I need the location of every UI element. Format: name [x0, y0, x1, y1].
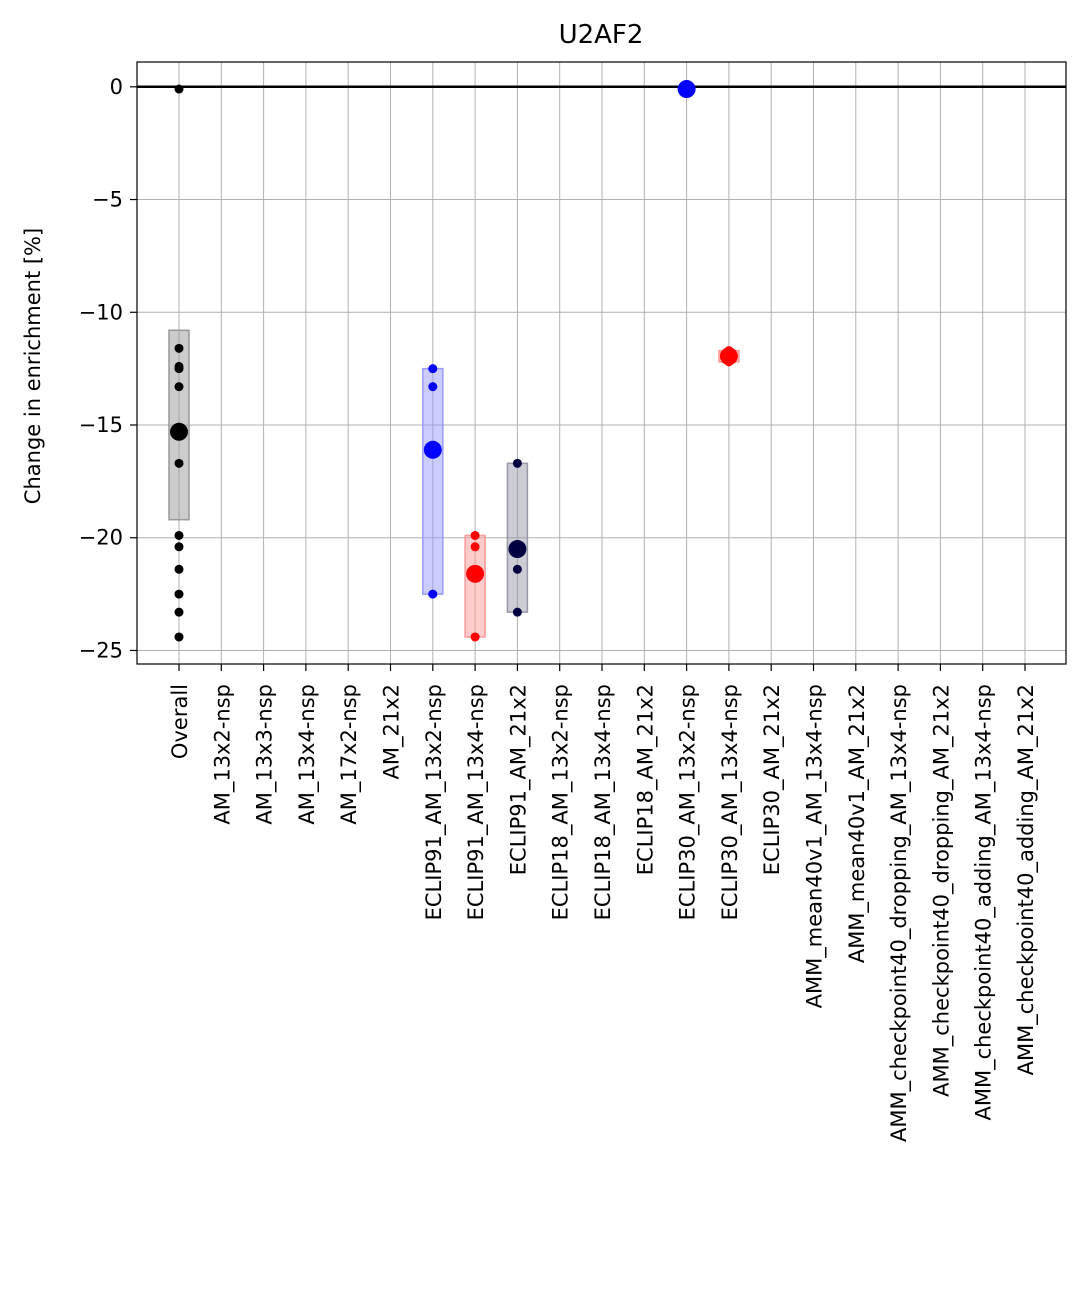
x-tick-label: ECLIP30_AM_21x2 [760, 684, 785, 875]
data-point [174, 530, 184, 540]
mean-point [170, 422, 188, 441]
x-axis-ticks: Overall AM_13x2-nsp AM_13x3-nsp AM_13x4-nsp… [168, 664, 1039, 1142]
data-point [512, 564, 522, 574]
data-point [428, 382, 438, 392]
x-tick-label: ECLIP91_AM_13x4-nsp [464, 684, 489, 920]
y-axis-ticks: 0 −5 −10 −15 −20 −25 [79, 75, 137, 662]
range-boxes [168, 87, 740, 638]
x-tick-label: ECLIP18_AM_13x2-nsp [549, 684, 574, 920]
x-tick-label: AM_21x2 [380, 684, 405, 780]
y-tick-label: −5 [92, 188, 123, 212]
data-point [174, 364, 184, 374]
x-tick-label: ECLIP91_AM_21x2 [506, 684, 531, 875]
data-point [174, 589, 184, 599]
range-box [506, 462, 529, 613]
x-tick-label: ECLIP18_AM_13x4-nsp [591, 684, 616, 920]
y-tick-label: −20 [79, 526, 123, 550]
data-point [470, 530, 480, 540]
y-tick-label: 0 [110, 75, 123, 99]
mean-point [719, 347, 738, 366]
data-point [174, 564, 184, 574]
data-point [428, 589, 438, 599]
x-tick-label: AMM_mean40v1_AM_21x2 [845, 684, 870, 963]
x-tick-label: AMM_checkpoint40_adding_AM_21x2 [1014, 684, 1039, 1075]
x-tick-label: AM_13x3-nsp [253, 684, 278, 825]
data-points [170, 80, 738, 642]
x-tick-label: ECLIP91_AM_13x2-nsp [422, 684, 447, 920]
y-tick-label: −10 [79, 300, 123, 324]
data-point [512, 458, 522, 468]
x-tick-label: ECLIP30_AM_13x2-nsp [676, 684, 701, 920]
x-tick-label: AMM_checkpoint40_adding_AM_13x4-nsp [972, 684, 997, 1121]
data-point [470, 542, 480, 552]
x-tick-label: AMM_checkpoint40_dropping_AM_21x2 [929, 684, 954, 1097]
grid [137, 62, 1066, 664]
x-tick-label: ECLIP18_AM_21x2 [633, 684, 658, 875]
x-tick-label: ECLIP30_AM_13x4-nsp [718, 684, 743, 920]
data-point [174, 382, 184, 392]
x-tick-label: AM_17x2-nsp [337, 684, 362, 825]
x-tick-label: AMM_checkpoint40_dropping_AM_13x4-nsp [887, 684, 912, 1142]
data-point [174, 84, 184, 94]
x-tick-label: Overall [168, 684, 192, 759]
x-tick-label: AM_13x2-nsp [210, 684, 235, 825]
data-point [470, 632, 480, 642]
data-point [428, 364, 438, 374]
mean-point [508, 540, 527, 559]
data-point [512, 607, 522, 617]
data-point [174, 542, 184, 552]
x-tick-label: AM_13x4-nsp [295, 684, 320, 825]
mean-point [677, 80, 696, 99]
mean-point [466, 564, 485, 583]
x-tick-label: AMM_mean40v1_AM_13x4-nsp [803, 684, 828, 1008]
data-point [174, 458, 184, 468]
data-point [174, 343, 184, 353]
y-tick-label: −15 [79, 413, 123, 437]
mean-point [423, 440, 442, 459]
y-axis-label: Change in enrichment [%] [21, 228, 45, 504]
data-point [174, 632, 184, 642]
range-box [422, 367, 444, 595]
y-tick-label: −25 [79, 638, 123, 662]
chart-title: U2AF2 [559, 20, 644, 50]
data-point [174, 607, 184, 617]
